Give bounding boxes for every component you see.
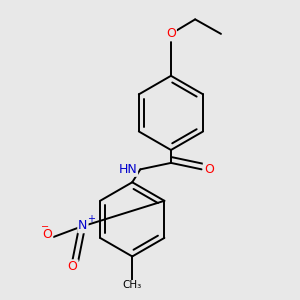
Text: −: − [41,222,49,233]
Text: O: O [43,228,52,241]
Text: +: + [87,214,95,224]
Text: O: O [204,163,214,176]
Text: HN: HN [118,163,137,176]
Text: O: O [68,260,77,273]
Text: O: O [166,27,176,40]
Text: CH₃: CH₃ [123,280,142,290]
Text: N: N [78,219,88,232]
